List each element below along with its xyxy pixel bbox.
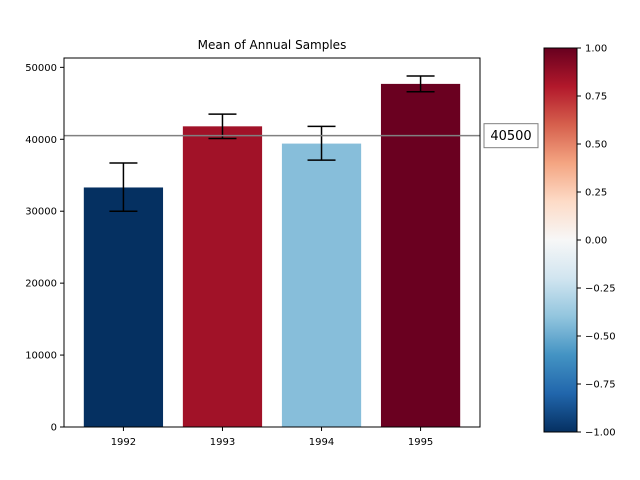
bar-1994 — [281, 143, 362, 427]
colorbar-tick-label: −0.25 — [585, 284, 616, 295]
colorbar-tick-label: −0.75 — [585, 380, 616, 391]
colorbar-tick-label: −1.00 — [585, 428, 616, 439]
colorbar-tick-label: 0.75 — [585, 92, 607, 103]
colorbar: 1.00 0.75 0.50 0.25 0.00 −0.25 −0.50 −0.75 −1.00 — [543, 44, 616, 439]
x-tick-label: 1995 — [408, 437, 433, 448]
colorbar-tick-label: 0.00 — [585, 236, 607, 247]
y-axis: 0 10000 20000 30000 40000 50000 — [25, 63, 64, 434]
y-tick-label: 10000 — [25, 351, 57, 362]
bars-layer — [83, 83, 461, 427]
y-tick-label: 30000 — [25, 207, 57, 218]
error-bar-1993 — [208, 113, 237, 140]
x-tick-label: 1994 — [309, 437, 334, 448]
colorbar-gradient — [543, 47, 578, 433]
y-tick-label: 50000 — [25, 63, 57, 74]
colorbar-tick-label: 0.25 — [585, 188, 607, 199]
x-tick-label: 1992 — [111, 437, 136, 448]
error-bar-1992 — [109, 162, 138, 212]
reference-label-box — [483, 123, 539, 149]
bar-1992 — [83, 187, 164, 427]
y-tick-label: 20000 — [25, 279, 57, 290]
colorbar-tick-label: 1.00 — [585, 44, 607, 55]
bar-1995 — [380, 83, 461, 427]
x-tick-label: 1993 — [210, 437, 235, 448]
y-tick-label: 40000 — [25, 135, 57, 146]
y-tick-label: 0 — [51, 423, 57, 434]
error-bar-1994 — [307, 125, 336, 161]
chart-title: Mean of Annual Samples — [198, 38, 347, 52]
colorbar-tick-label: 0.50 — [585, 140, 607, 151]
x-axis: 1992 1993 1994 1995 — [111, 427, 433, 448]
bar-1993 — [182, 126, 263, 427]
reference-label: 40500 — [490, 129, 531, 144]
plot-frame — [63, 57, 481, 428]
colorbar-tick-label: −0.50 — [585, 332, 616, 343]
reference-line-layer: 40500 — [64, 123, 539, 149]
error-bar-1995 — [406, 75, 435, 93]
error-bars-layer — [109, 75, 435, 212]
